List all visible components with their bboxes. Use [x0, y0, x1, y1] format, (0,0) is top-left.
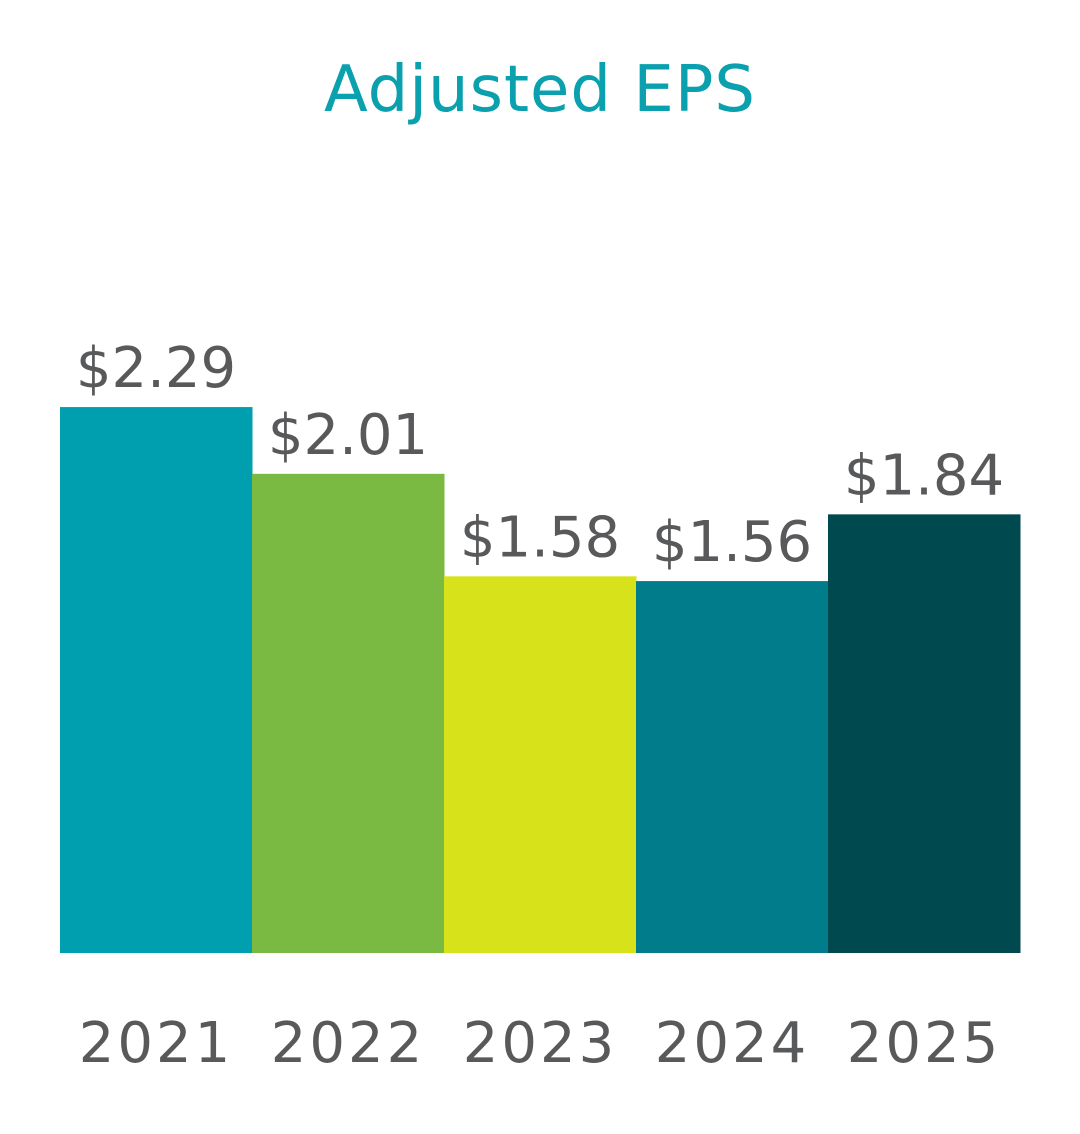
bar-2024: [636, 581, 829, 953]
chart-title: Adjusted EPS: [323, 53, 757, 127]
x-tick-label-2021: 2021: [79, 1011, 234, 1076]
x-tick-label-2023: 2023: [463, 1011, 618, 1076]
x-tick-label-2025: 2025: [847, 1011, 1002, 1076]
x-axis-tick-labels: 2021 2022 2023 2024 2025: [79, 1011, 1002, 1076]
bar-2025: [828, 514, 1021, 953]
value-label-2022: $2.01: [268, 403, 428, 468]
x-tick-label-2022: 2022: [271, 1011, 426, 1076]
value-label-2024: $1.56: [652, 510, 812, 575]
value-label-2025: $1.84: [844, 443, 1004, 508]
value-labels-group: $2.29 $2.01 $1.58 $1.56 $1.84: [76, 336, 1004, 575]
bar-2021: [60, 407, 253, 954]
value-label-2021: $2.29: [76, 336, 236, 401]
value-label-2023: $1.58: [460, 505, 620, 570]
bar-2022: [252, 473, 445, 953]
bars-group: [60, 407, 1021, 954]
bar-2023: [444, 576, 637, 953]
x-tick-label-2024: 2024: [655, 1011, 810, 1076]
